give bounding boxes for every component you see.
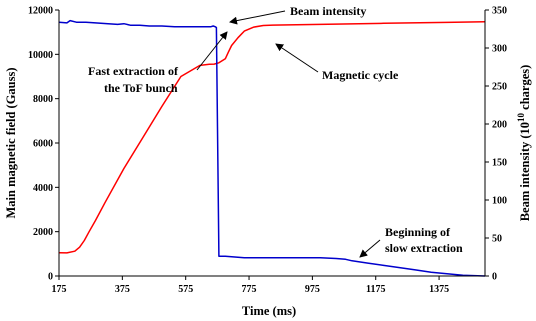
x-tick-label: 975	[305, 284, 320, 295]
annotation-beam-intensity: Beam intensity	[290, 4, 366, 18]
y-right-tick-label: 200	[492, 120, 507, 131]
annotation-magnetic-cycle: Magnetic cycle	[322, 68, 399, 82]
y-right-tick-label: 100	[492, 196, 507, 207]
y-right-tick-label: 50	[492, 234, 502, 245]
y-right-tick-label: 250	[492, 82, 507, 93]
annotation-slow-extraction-line1: Beginning of	[385, 225, 451, 239]
arrow-fast-extraction	[196, 31, 228, 71]
x-tick-label: 175	[52, 284, 67, 295]
y-right-tick-label: 300	[492, 44, 507, 55]
y-axis-right-label-sup: 10	[516, 112, 526, 122]
annotation-slow-extraction-line2: slow extraction	[385, 241, 463, 255]
x-axis-label: Time (ms)	[242, 304, 296, 318]
y-right-tick-label: 0	[492, 272, 497, 283]
beam-intensity-line	[58, 19, 486, 277]
y-right-tick-label: 150	[492, 158, 507, 169]
y-axis-right-label-tail: charges)	[518, 65, 532, 113]
y-axis-left-label: Main magnetic field (Gauss)	[4, 67, 18, 218]
annotations: Beam intensity Fast extraction of the To…	[88, 4, 463, 258]
plot-area	[58, 19, 486, 277]
y-right-tick-label: 350	[492, 6, 507, 17]
x-tick-label: 1375	[429, 284, 449, 295]
x-tick-label: 375	[115, 284, 130, 295]
y-left-tick-label: 0	[48, 272, 53, 283]
y-left-tick-label: 12000	[28, 6, 53, 17]
x-tick-label: 575	[178, 284, 193, 295]
arrow-slow-extraction	[359, 239, 381, 258]
x-tick-label: 775	[242, 284, 257, 295]
arrow-magnetic-cycle	[275, 43, 319, 73]
y-left-tick-label: 2000	[33, 227, 53, 238]
y-left-tick-label: 4000	[33, 183, 53, 194]
y-left-tick-label: 8000	[33, 94, 53, 105]
x-tick-label: 1175	[366, 284, 385, 295]
arrow-beam-intensity	[229, 10, 286, 25]
magnetic-field-line	[58, 20, 486, 254]
y-axis-right-label-base: Beam intensity (10	[518, 122, 532, 221]
annotation-fast-extraction-line1: Fast extraction of	[88, 64, 179, 78]
y-left-tick-label: 6000	[33, 139, 53, 150]
annotation-fast-extraction-line2: the ToF bunch	[104, 81, 178, 95]
axes: 175 375 575 775 975 1175 137502000400060008000…	[28, 6, 507, 296]
y-left-tick-label: 10000	[28, 50, 53, 61]
y-axis-right-label: Beam intensity (1010 charges)	[516, 65, 532, 222]
